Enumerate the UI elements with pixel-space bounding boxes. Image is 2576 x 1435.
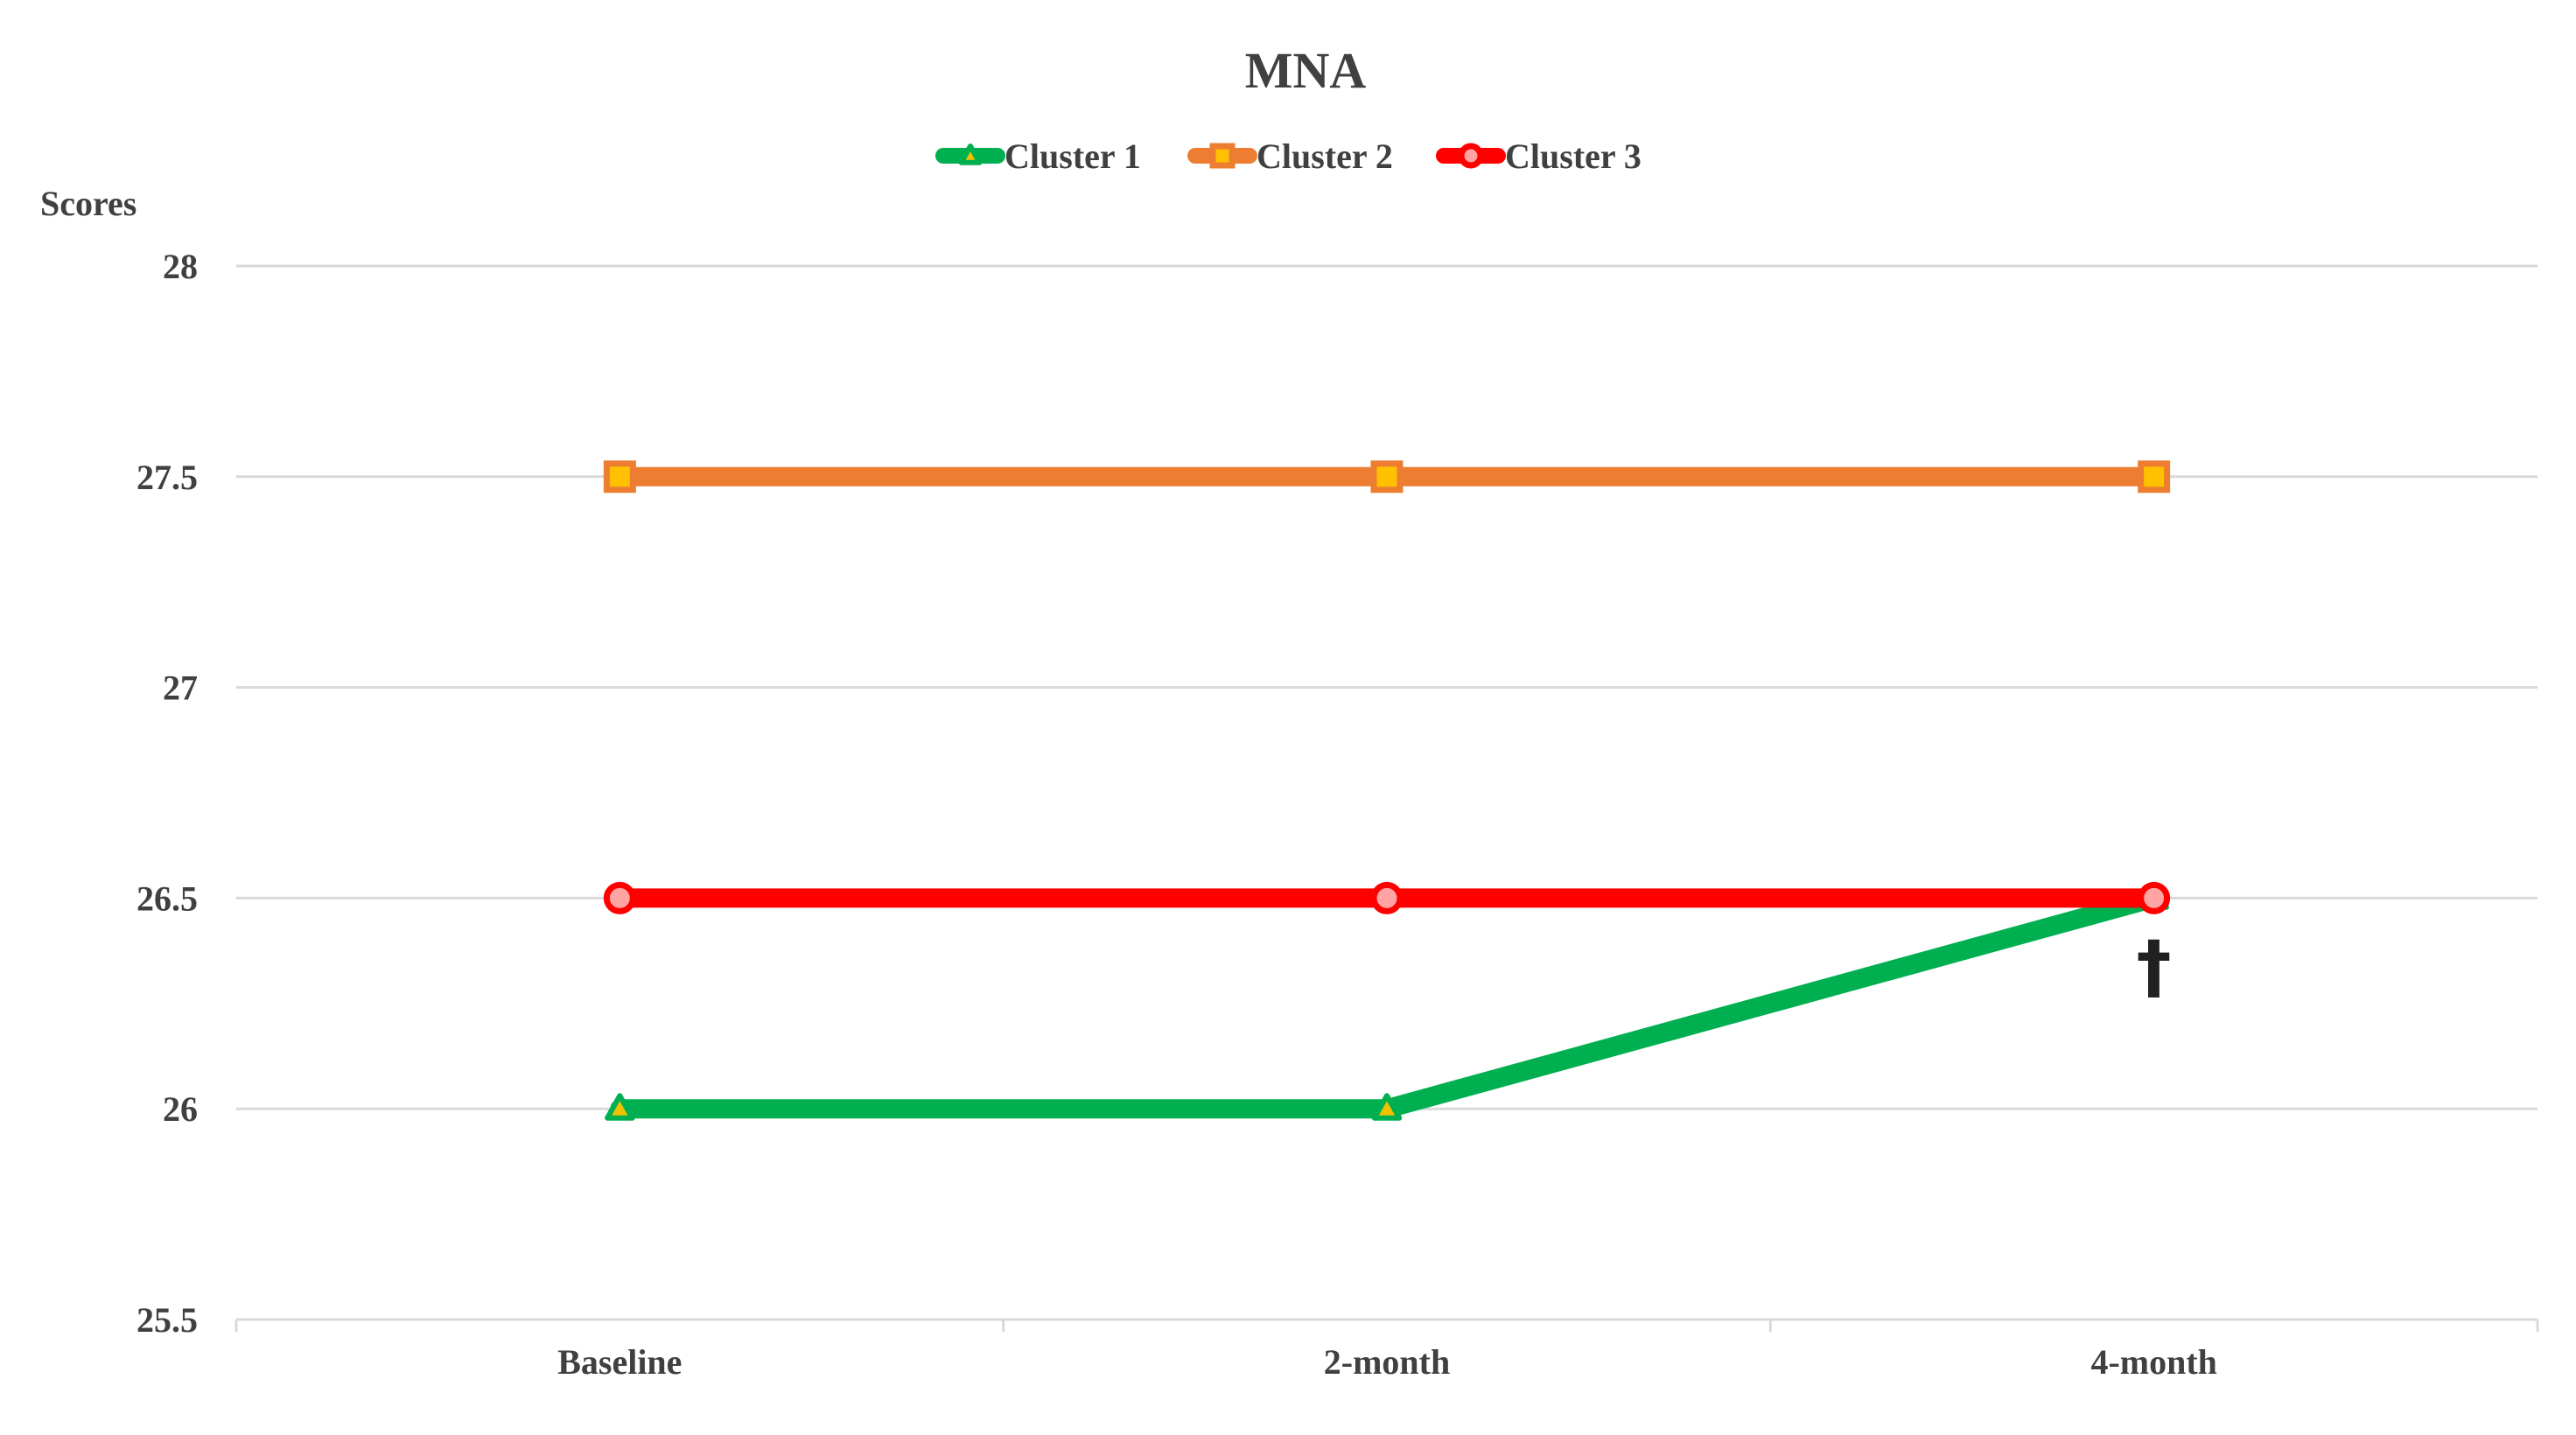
- data-point: [603, 460, 636, 494]
- x-tick-label: 4-month: [2090, 1342, 2216, 1382]
- legend-item: Cluster 1: [935, 136, 1141, 176]
- annotation-dagger: †: [2137, 926, 2172, 1007]
- data-point: [1371, 1093, 1403, 1121]
- y-tick-label: 28: [163, 247, 198, 286]
- series-line: [610, 888, 2164, 1119]
- series-group: [603, 460, 2171, 1121]
- y-tick-label: 26: [163, 1089, 198, 1129]
- series-2: [603, 460, 2171, 494]
- data-point: [2138, 460, 2171, 494]
- series-1: [605, 882, 2169, 1121]
- x-tick-label: 2-month: [1324, 1342, 1450, 1382]
- legend-swatch-marker: [1209, 143, 1236, 169]
- y-tick-label: 26.5: [136, 878, 198, 918]
- data-point: [1370, 881, 1404, 914]
- legend-swatch-marker: [1458, 143, 1484, 169]
- legend-item: Cluster 2: [1187, 136, 1393, 176]
- grid: [236, 264, 2538, 1110]
- y-axis-label: Scores: [40, 184, 136, 223]
- y-tick-label: 27: [163, 668, 198, 708]
- y-tick-label: 27.5: [136, 458, 198, 497]
- series-3: [603, 881, 2171, 914]
- y-tick-label: 25.5: [136, 1300, 198, 1340]
- legend-label: Cluster 1: [1004, 136, 1141, 176]
- chart-title: MNA: [1245, 42, 1367, 99]
- legend-item: Cluster 3: [1436, 136, 1642, 176]
- x-tick-label: Baseline: [557, 1342, 682, 1382]
- legend: Cluster 1 Cluster 2 Cluster 3: [935, 136, 1642, 176]
- legend-swatch-marker: [958, 144, 983, 165]
- data-point: [2138, 881, 2171, 914]
- annotations: †: [2137, 926, 2172, 1007]
- y-tick-labels: 25.5 26 26.5 27 27.5 28: [136, 247, 198, 1340]
- data-point: [603, 881, 636, 914]
- legend-label: Cluster 2: [1256, 136, 1393, 176]
- data-point: [605, 1093, 635, 1121]
- data-point: [1370, 460, 1404, 494]
- x-axis: Baseline 2-month 4-month: [234, 1318, 2539, 1382]
- legend-label: Cluster 3: [1505, 136, 1642, 176]
